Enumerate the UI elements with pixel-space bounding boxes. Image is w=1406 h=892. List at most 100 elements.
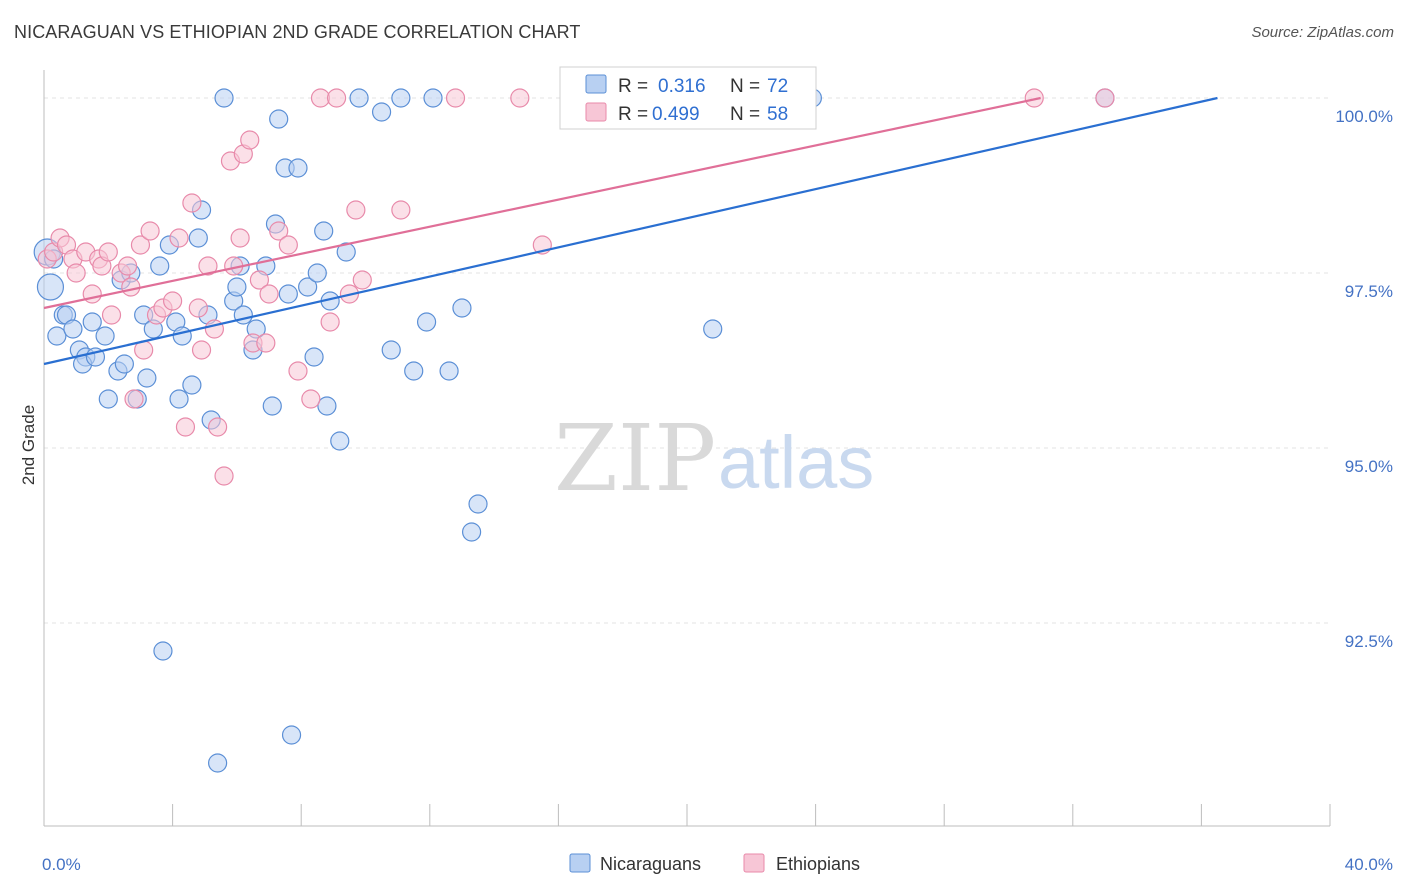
point-ethiopians-29 xyxy=(208,417,228,437)
point-ethiopians-22 xyxy=(169,228,189,248)
point-ethiopians-16 xyxy=(130,235,151,255)
series-ethiopians-points xyxy=(37,88,1115,486)
point-nicaraguans-47 xyxy=(307,263,327,283)
trend-lines xyxy=(43,96,1218,366)
point-nicaraguans-63 xyxy=(468,494,488,514)
y-tick-label-0: 92.5% xyxy=(1345,632,1393,651)
legend-n-label-1: N = xyxy=(730,104,760,125)
grid-lines xyxy=(44,97,1332,624)
point-ethiopians-45 xyxy=(320,312,340,332)
legend-n-value-0: 72 xyxy=(767,76,788,97)
point-ethiopians-10 xyxy=(98,242,118,262)
point-nicaraguans-21 xyxy=(150,256,170,276)
legend-r-label-1: R = xyxy=(618,104,648,125)
x-tick-label-0: 0.0% xyxy=(42,855,81,874)
watermark-zip: ZIP xyxy=(554,405,716,512)
point-nicaraguans-5 xyxy=(63,319,83,339)
source-credit: Source: ZipAtlas.com xyxy=(1251,24,1394,41)
point-ethiopians-57 xyxy=(1095,88,1115,108)
point-ethiopians-37 xyxy=(249,270,270,290)
point-ethiopians-49 xyxy=(352,270,372,290)
chart-title: NICARAGUAN VS ETHIOPIAN 2ND GRADE CORREL… xyxy=(14,22,581,42)
point-nicaraguans-45 xyxy=(298,277,318,297)
series-legend-swatch-ethiopians xyxy=(743,853,765,873)
point-nicaraguans-11 xyxy=(95,326,115,346)
watermark-atlas: atlas xyxy=(718,421,874,504)
legend-n-label-0: N = xyxy=(730,76,760,97)
point-nicaraguans-41 xyxy=(269,109,289,129)
point-nicaraguans-59 xyxy=(423,88,443,108)
legend-swatch-nicaraguans xyxy=(585,74,607,94)
tick-labels: 92.5% 95.0% 97.5% 100.0% 0.0% 40.0% xyxy=(42,107,1393,874)
point-nicaraguans-52 xyxy=(336,242,356,262)
watermark: ZIP atlas xyxy=(554,405,874,512)
point-nicaraguans-49 xyxy=(317,396,337,416)
point-nicaraguans-19 xyxy=(137,368,157,388)
point-nicaraguans-53 xyxy=(349,88,369,108)
point-nicaraguans-44 xyxy=(288,158,308,178)
x-tick-label-1: 40.0% xyxy=(1345,855,1393,874)
point-ethiopians-7 xyxy=(82,284,102,304)
point-ethiopians-15 xyxy=(124,389,144,409)
point-nicaraguans-2 xyxy=(47,326,67,346)
trend-line-ethiopians xyxy=(43,96,1041,310)
legend-r-value-0: 0.316 xyxy=(658,76,706,97)
point-nicaraguans-60 xyxy=(439,361,459,381)
point-ethiopians-23 xyxy=(175,417,196,437)
point-nicaraguans-70 xyxy=(208,753,228,773)
point-ethiopians-46 xyxy=(326,88,347,108)
point-ethiopians-26 xyxy=(191,340,212,360)
point-ethiopians-56 xyxy=(1024,88,1044,108)
point-ethiopians-39 xyxy=(259,284,279,304)
point-ethiopians-24 xyxy=(182,193,202,213)
point-ethiopians-18 xyxy=(140,221,160,241)
point-ethiopians-48 xyxy=(346,200,366,220)
y-tick-label-2: 97.5% xyxy=(1345,282,1393,301)
point-nicaraguans-43 xyxy=(278,284,298,304)
trend-line-nicaraguans xyxy=(43,96,1218,366)
point-nicaraguans-25 xyxy=(169,389,189,409)
legend-swatch-ethiopians xyxy=(585,102,607,122)
point-ethiopians-51 xyxy=(445,88,466,108)
point-ethiopians-41 xyxy=(278,235,298,255)
series-legend-label-ethiopians: Ethiopians xyxy=(776,854,860,874)
point-ethiopians-43 xyxy=(301,389,321,409)
point-ethiopians-44 xyxy=(310,88,331,108)
point-nicaraguans-56 xyxy=(391,88,411,108)
point-nicaraguans-39 xyxy=(262,396,282,416)
point-ethiopians-33 xyxy=(230,228,250,248)
y-tick-label-3: 100.0% xyxy=(1335,107,1393,126)
point-ethiopians-52 xyxy=(510,88,530,108)
point-nicaraguans-69 xyxy=(281,725,302,745)
point-ethiopians-13 xyxy=(117,256,138,276)
point-ethiopians-5 xyxy=(66,263,86,283)
point-nicaraguans-58 xyxy=(416,312,437,332)
point-nicaraguans-31 xyxy=(214,88,234,108)
point-nicaraguans-55 xyxy=(381,340,401,360)
point-nicaraguans-61 xyxy=(452,298,472,318)
y-axis-title: 2nd Grade xyxy=(19,405,38,485)
point-ethiopians-27 xyxy=(198,256,218,276)
point-ethiopians-21 xyxy=(163,291,183,311)
legend-r-label-0: R = xyxy=(618,76,648,97)
point-nicaraguans-14 xyxy=(114,354,134,374)
point-nicaraguans-51 xyxy=(330,431,350,451)
point-ethiopians-35 xyxy=(240,130,260,150)
correlation-legend: R = 0.316 N = 72 R = 0.499 N = 58 xyxy=(559,66,817,130)
point-nicaraguans-68 xyxy=(153,641,173,661)
point-nicaraguans-24 xyxy=(172,326,192,346)
point-nicaraguans-57 xyxy=(404,361,424,381)
legend-n-value-1: 58 xyxy=(767,104,788,125)
series-legend-swatch-nicaraguans xyxy=(569,853,591,873)
point-nicaraguans-48 xyxy=(314,221,334,241)
legend-r-value-1: 0.499 xyxy=(652,104,700,125)
point-nicaraguans-33 xyxy=(227,277,247,297)
point-nicaraguans-26 xyxy=(182,375,202,395)
point-ethiopians-38 xyxy=(256,333,276,353)
point-ethiopians-50 xyxy=(391,200,411,220)
point-ethiopians-14 xyxy=(121,277,141,297)
point-nicaraguans-27 xyxy=(188,228,208,248)
point-ethiopians-42 xyxy=(288,361,308,381)
point-nicaraguans-1 xyxy=(36,273,65,301)
